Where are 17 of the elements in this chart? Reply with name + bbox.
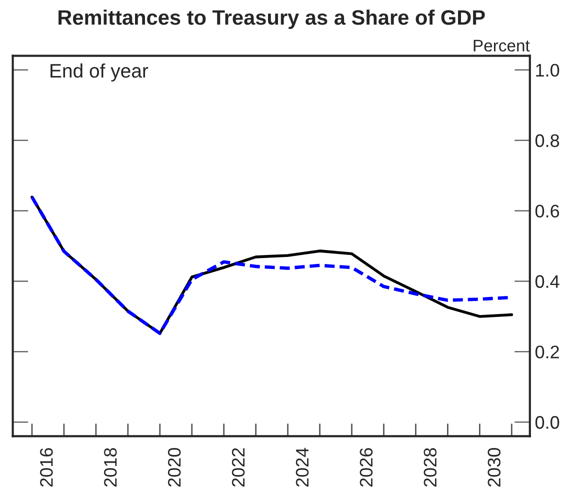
y-tick-label: 0.2 [535,346,559,358]
y-tick-label: 0.6 [535,204,560,218]
chart-title: Remittances to Treasury as a Share of GDP [58,10,485,29]
y-axis-title: Percent [474,40,530,52]
annotation: End of year [50,63,148,82]
y-tick-label: 0.0 [535,416,560,429]
x-tick-label: 2016 [40,448,53,487]
x-tick-label: 2022 [232,448,245,487]
x-tick-label: 2026 [360,448,373,487]
x-tick-label: 2030 [488,448,501,487]
x-tick-label: 2020 [168,448,181,487]
x-tick-label: 2028 [424,448,437,487]
y-tick-label: 1.0 [536,64,560,77]
y-tick-label: 0.4 [535,275,560,288]
y-tick-label: 0.8 [535,134,560,148]
x-tick-label: 2024 [296,448,309,487]
x-tick-label: 2018 [104,448,117,487]
